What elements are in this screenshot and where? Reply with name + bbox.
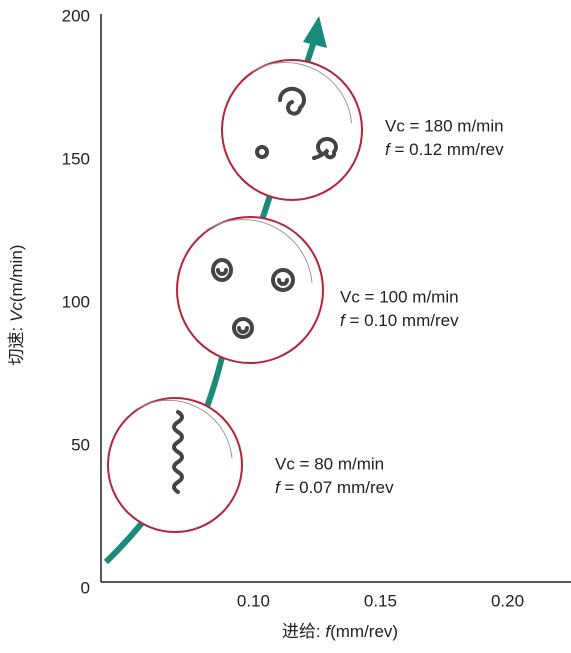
chip-circle [221,59,363,201]
f-text: = 0.07 mm/rev [280,478,394,497]
y-tick-label: 100 [62,292,90,311]
y-tick-label: 200 [62,6,90,25]
f-text: = 0.10 mm/rev [345,311,459,330]
vc-label: Vc = 80 m/min [275,454,384,473]
chip [277,86,306,116]
chip [211,258,234,282]
f-text: = 0.12 mm/rev [390,140,504,159]
x-label-prefix: 进给: [282,622,325,641]
y-tick-label: 0 [81,578,90,597]
x-tick-label: 0.15 [364,591,397,610]
f-label: f = 0.12 mm/rev [385,140,504,159]
x-tick-label: 0.20 [491,591,524,610]
x-label-symbol: f [325,622,332,641]
y-tick-label: 50 [71,435,90,454]
chip [172,410,184,494]
chip-callout [176,216,324,364]
f-symbol: f [385,140,392,159]
chip [255,145,270,159]
photo-edge [205,219,313,283]
f-label: f = 0.10 mm/rev [340,311,459,330]
x-label-unit: (mm/rev) [330,622,398,641]
y-label-symbol: Vc [7,302,26,322]
chip [271,268,296,292]
vc-label: Vc = 100 m/min [340,287,459,306]
chip-callout [107,397,243,533]
x-axis-label: 进给: f(mm/rev) [282,622,398,641]
photo-edge [134,399,233,459]
chip-callout [221,59,363,201]
arrow-head [303,16,327,48]
y-axis-label: 切速: Vc(m/min) [7,245,26,366]
chip [312,137,338,160]
chip-circle [176,216,324,364]
y-label-unit: (m/min) [7,245,26,303]
f-symbol: f [340,311,347,330]
x-tick-label: 0.10 [237,591,270,610]
f-symbol: f [275,478,282,497]
chip [232,317,255,339]
photo-edge [249,62,352,124]
vc-label: Vc = 180 m/min [385,116,504,135]
y-label-prefix: 切速: [7,322,26,365]
f-label: f = 0.07 mm/rev [275,478,394,497]
y-tick-label: 150 [62,149,90,168]
